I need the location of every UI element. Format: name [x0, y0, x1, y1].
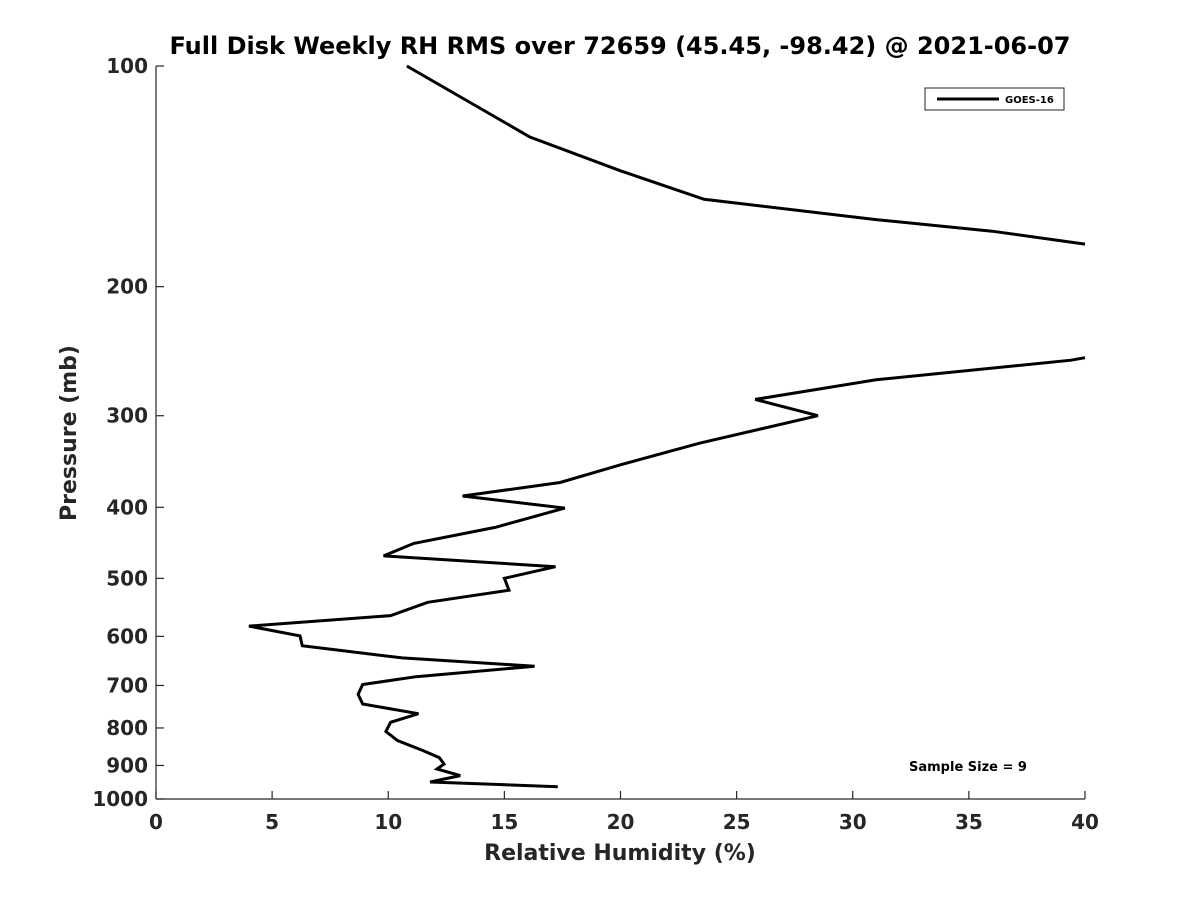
- x-tick-label: 0: [149, 810, 163, 834]
- x-tick-label: 5: [265, 810, 279, 834]
- x-tick-label: 40: [1071, 810, 1099, 834]
- axes: [155, 66, 1085, 800]
- x-tick-label: 20: [607, 810, 635, 834]
- legend[interactable]: GOES-16: [924, 87, 1065, 111]
- y-ticks: 100 200 300 400 500 600 700 800 900 1000: [92, 54, 164, 811]
- y-tick-label: 100: [106, 54, 148, 78]
- y-tick-label: 800: [106, 716, 148, 740]
- x-tick-label: 15: [490, 810, 518, 834]
- y-tick-label: 500: [106, 566, 148, 590]
- y-tick-label: 200: [106, 275, 148, 299]
- x-axis-label: Relative Humidity (%): [484, 841, 756, 866]
- y-axis-label: Pressure (mb): [57, 345, 82, 521]
- series-line-goes-16-segment-1: [406, 64, 1086, 246]
- y-tick-label: 1000: [92, 787, 148, 811]
- series-layer: [248, 64, 1086, 789]
- x-tick-label: 25: [723, 810, 751, 834]
- x-tick-label: 30: [839, 810, 867, 834]
- x-tick-label: 35: [955, 810, 983, 834]
- series-line-goes-16-segment-2: [248, 356, 1086, 789]
- x-ticks: 0 5 10 15 20 25 30 35 40: [149, 791, 1099, 834]
- sample-size-annotation: Sample Size = 9: [909, 760, 1027, 775]
- y-tick-label: 900: [106, 753, 148, 777]
- y-tick-label: 300: [106, 404, 148, 428]
- chart-title: Full Disk Weekly RH RMS over 72659 (45.4…: [169, 32, 1070, 60]
- legend-label-goes-16: GOES-16: [1005, 95, 1054, 106]
- y-tick-label: 400: [106, 495, 148, 519]
- x-tick-label: 10: [374, 810, 402, 834]
- y-tick-label: 700: [106, 673, 148, 697]
- y-tick-label: 600: [106, 624, 148, 648]
